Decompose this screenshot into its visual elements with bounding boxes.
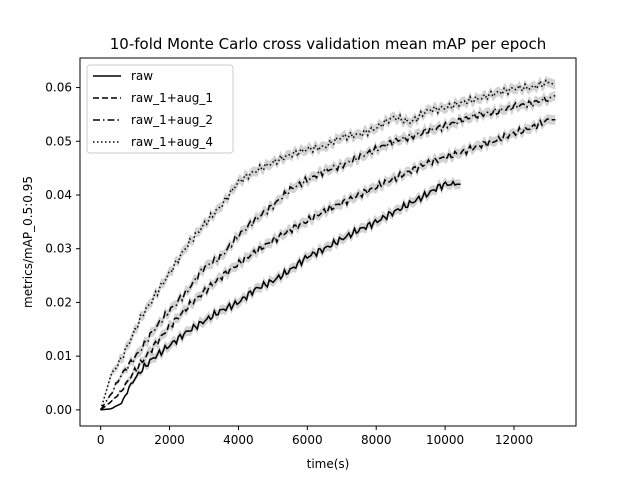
legend-label-raw: raw: [131, 69, 153, 83]
y-tick-label: 0.02: [45, 295, 72, 309]
confidence-bands: [100, 75, 556, 410]
series-line-raw_1+aug_1: [100, 118, 556, 411]
series-line-raw_1+aug_2: [100, 94, 556, 411]
legend-label-raw_1+aug_4: raw_1+aug_4: [131, 135, 213, 149]
x-tick-label: 0: [97, 433, 105, 447]
x-axis-label: time(s): [307, 457, 350, 471]
y-tick-label: 0.00: [45, 403, 72, 417]
y-axis-ticks: 0.00 0.01 0.02 0.03 0.04 0.05 0.06: [45, 81, 80, 417]
x-tick-label: 2000: [154, 433, 185, 447]
legend-label-raw_1+aug_2: raw_1+aug_2: [131, 113, 213, 127]
y-tick-label: 0.05: [45, 134, 72, 148]
y-tick-label: 0.03: [45, 242, 72, 256]
y-axis-label: metrics/mAP_0.5:0.95: [21, 176, 35, 308]
x-tick-label: 12000: [495, 433, 533, 447]
series-line-raw: [100, 180, 461, 411]
legend: raw raw_1+aug_1 raw_1+aug_2 raw_1+aug_4: [86, 64, 234, 154]
legend-label-raw_1+aug_1: raw_1+aug_1: [131, 91, 213, 105]
x-tick-label: 4000: [223, 433, 254, 447]
plot-frame: [79, 57, 577, 427]
x-tick-label: 10000: [426, 433, 464, 447]
series-lines: [99, 78, 556, 411]
legend-box: [86, 64, 234, 154]
y-tick-label: 0.06: [45, 81, 72, 95]
y-tick-label: 0.01: [45, 349, 72, 363]
x-axis-ticks: 0 2000 4000 6000 8000 10000 12000: [97, 426, 533, 447]
chart-title: 10-fold Monte Carlo cross validation mea…: [110, 35, 547, 53]
y-tick-label: 0.04: [45, 188, 72, 202]
band-raw_1+aug_4: [100, 75, 556, 410]
x-tick-label: 6000: [292, 433, 323, 447]
x-tick-label: 8000: [361, 433, 392, 447]
